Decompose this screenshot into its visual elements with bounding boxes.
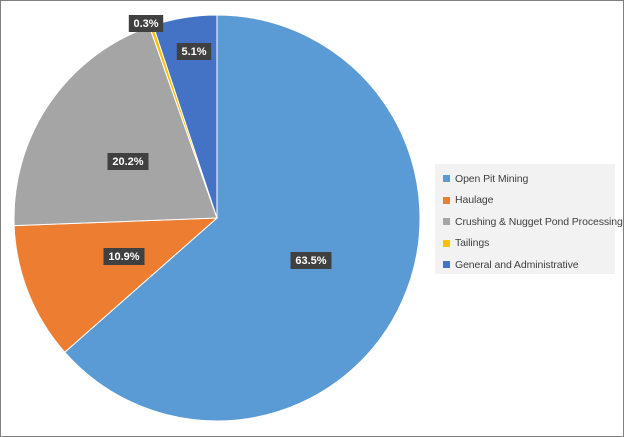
legend-label: Haulage: [455, 194, 494, 207]
legend-label: Tailings: [455, 237, 490, 250]
data-label-haulage: 10.9%: [103, 248, 145, 265]
data-label-text: 20.2%: [112, 156, 143, 168]
pie-slice-haulage: [13, 217, 219, 353]
legend-swatch-haulage: [443, 196, 450, 204]
data-label-box: [290, 252, 332, 269]
legend-item-haulage: Haulage: [443, 190, 615, 212]
legend-item-open-pit-mining: Open Pit Mining: [443, 168, 615, 190]
data-label-box: [103, 248, 145, 265]
data-label-box: [128, 15, 164, 32]
data-label-open-pit-mining: 63.5%: [290, 252, 332, 269]
data-label-text: 0.3%: [133, 18, 158, 30]
data-label-text: 63.5%: [295, 255, 326, 267]
data-label-box: [176, 43, 212, 60]
legend-item-crushing: Crushing & Nugget Pond Processing: [443, 211, 623, 233]
legend-swatch-open-pit-mining: [443, 175, 450, 183]
data-label-text: 10.9%: [108, 251, 139, 263]
data-label-box: [107, 153, 149, 170]
legend: Open Pit Mining Haulage Crushing & Nugge…: [435, 164, 623, 276]
data-label-tailings: 0.3%: [128, 15, 164, 32]
data-label-general-admin: 5.1%: [176, 43, 212, 60]
legend-label: General and Administrative: [455, 258, 579, 271]
data-label-text: 5.1%: [181, 46, 206, 58]
legend-label: Crushing & Nugget Pond Processing: [455, 215, 623, 228]
legend-item-general-admin: General and Administrative: [443, 254, 615, 276]
pie-slice-crushing: [13, 25, 218, 227]
legend-label: Open Pit Mining: [455, 172, 529, 185]
legend-swatch-crushing: [443, 218, 450, 226]
legend-swatch-tailings: [443, 239, 450, 247]
data-label-crushing: 20.2%: [107, 153, 149, 170]
legend-item-tailings: Tailings: [443, 233, 615, 255]
pie-slice-open-pit-mining: [64, 14, 421, 422]
legend-swatch-general-admin: [443, 261, 450, 269]
